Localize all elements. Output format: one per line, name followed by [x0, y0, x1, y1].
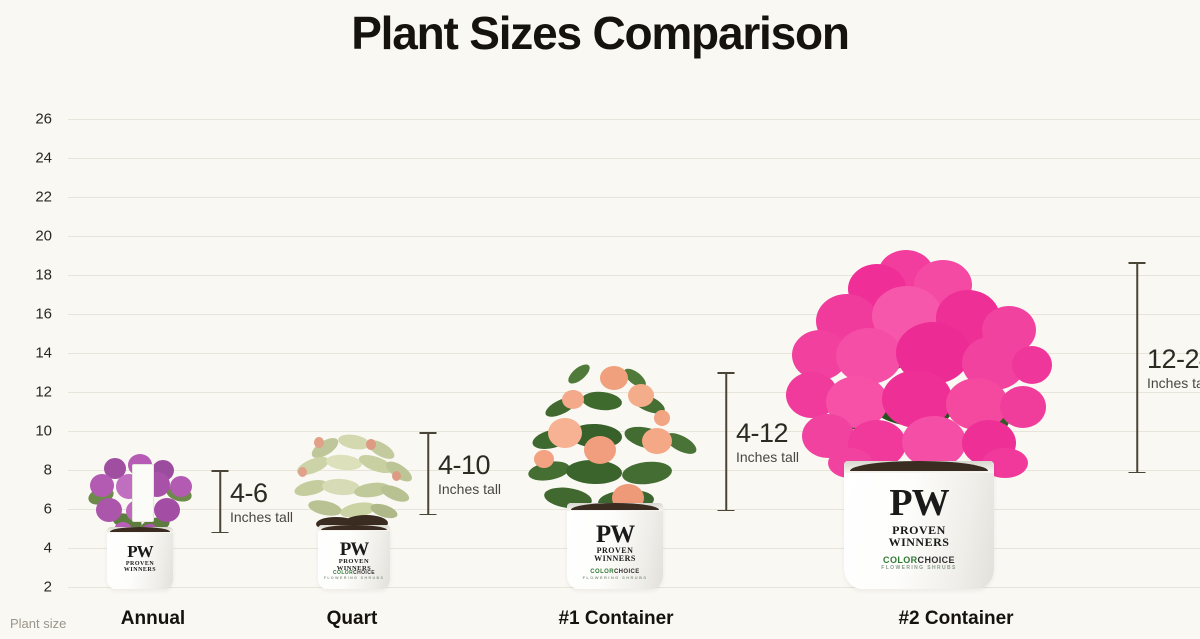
- pw-line2: WINNERS: [336, 564, 372, 572]
- measure-container-1: 4-12 Inches tall: [717, 372, 799, 511]
- plant-container-2: PW PROVEN WINNERS COLORCHOICE FLOWERING …: [786, 250, 1052, 589]
- pw-line2: WINNERS: [888, 535, 950, 550]
- pw-brand: PW: [339, 539, 370, 561]
- cc-tagline: FLOWERING SHRUBS: [323, 576, 385, 581]
- pot-container-2: PW PROVEN WINNERS COLORCHOICE FLOWERING …: [844, 461, 994, 589]
- y-axis-tick: 10: [35, 422, 52, 440]
- pot-soil: [109, 527, 171, 532]
- color-choice-logo: COLORCHOICE FLOWERING SHRUBS: [567, 569, 663, 580]
- y-axis-tick: 12: [35, 383, 52, 401]
- cc-tagline: FLOWERING SHRUBS: [881, 565, 957, 572]
- color-choice-logo: COLORCHOICE FLOWERING SHRUBS: [318, 570, 390, 580]
- gridline: [68, 314, 1200, 315]
- pw-brand: PW: [127, 542, 153, 562]
- y-axis-tick: 24: [35, 149, 52, 167]
- y-axis-tick: 20: [35, 227, 52, 245]
- measure-quart: 4-10 Inches tall: [419, 432, 501, 515]
- pw-brand: PW: [595, 520, 635, 548]
- y-axis-tick: 2: [43, 578, 52, 596]
- measure-annual: 4-6 Inches tall: [211, 470, 293, 533]
- measure-cap-bottom: [419, 513, 437, 515]
- cc-color: COLOR: [333, 570, 354, 577]
- measure-cap-bottom: [211, 531, 229, 533]
- measure-unit: Inches tall: [438, 480, 502, 497]
- measure-stem: [725, 372, 727, 511]
- pw-line1: PROVEN: [892, 523, 946, 538]
- pot-soil: [850, 461, 988, 472]
- cc-tagline: FLOWERING SHRUBS: [582, 575, 648, 581]
- pot-quart: PW PROVEN WINNERS COLORCHOICE FLOWERING …: [318, 525, 390, 589]
- pot-container-1: PW PROVEN WINNERS COLORCHOICE FLOWERING …: [567, 503, 663, 589]
- measure-range: 12-24: [1147, 343, 1200, 374]
- gridline: [68, 158, 1200, 159]
- measure-cap-top: [211, 470, 229, 472]
- page-title: Plant Sizes Comparison: [351, 7, 850, 59]
- plant-container-1: PW PROVEN WINNERS COLORCHOICE FLOWERING …: [526, 361, 704, 589]
- measure-stem: [1136, 262, 1138, 473]
- y-axis-tick: 18: [35, 266, 52, 284]
- gridline: [68, 197, 1200, 198]
- gridline: [68, 119, 1200, 120]
- pw-brand: PW: [889, 482, 949, 525]
- y-axis-tick: 22: [35, 188, 52, 206]
- measure-label-container-2: 12-24 Inches tall: [1147, 343, 1200, 391]
- pw-logo: PW PROVEN WINNERS: [318, 540, 390, 572]
- y-axis-tick: 6: [43, 500, 52, 518]
- color-choice-logo: COLORCHOICE FLOWERING SHRUBS: [844, 555, 994, 571]
- y-axis-tick: 16: [35, 305, 52, 323]
- pw-line2: WINNERS: [594, 553, 636, 563]
- pw-logo: PW PROVEN WINNERS: [844, 484, 994, 548]
- y-axis-tick: 14: [35, 344, 52, 362]
- measure-range: 4-6: [230, 477, 268, 508]
- x-axis-tick-annual: Annual: [120, 608, 186, 629]
- plant-annual: PW PROVEN WINNERS: [82, 452, 198, 589]
- measure-stem: [219, 470, 221, 533]
- pw-logo: PW PROVEN WINNERS: [567, 522, 663, 563]
- measure-range: 4-12: [736, 417, 789, 448]
- measure-range: 4-10: [438, 449, 491, 480]
- measure-cap-bottom: [1128, 471, 1146, 473]
- gridline: [68, 236, 1200, 237]
- measure-label-quart: 4-10 Inches tall: [438, 449, 502, 497]
- pw-logo: PW PROVEN WINNERS: [107, 543, 173, 573]
- container1-foliage: [526, 361, 704, 516]
- quart-foliage: [292, 432, 416, 531]
- y-axis-tick: 26: [35, 110, 52, 128]
- pw-line1: PROVEN: [125, 561, 155, 568]
- measure-label-annual: 4-6 Inches tall: [230, 477, 294, 525]
- measure-unit: Inches tall: [1147, 374, 1200, 391]
- measure-stem: [427, 432, 429, 515]
- cc-color: COLOR: [883, 555, 918, 566]
- pw-line1: PROVEN: [596, 545, 634, 555]
- measure-unit: Inches tall: [736, 448, 800, 465]
- x-axis-tick-quart: Quart: [326, 608, 378, 629]
- pot-soil: [320, 525, 388, 531]
- measure-cap-top: [419, 432, 437, 434]
- cc-choice: CHOICE: [613, 569, 640, 576]
- pw-line2: WINNERS: [123, 567, 157, 574]
- cc-choice: CHOICE: [917, 555, 955, 566]
- measure-cap-top: [1128, 262, 1146, 264]
- container2-foliage: [786, 250, 1052, 478]
- measure-cap-top: [717, 372, 735, 374]
- cc-color: COLOR: [590, 569, 614, 576]
- x-axis-tick-container-2: #2 Container: [898, 608, 1014, 629]
- gridline: [68, 353, 1200, 354]
- measure-cap-bottom: [717, 509, 735, 511]
- pot-annual: PW PROVEN WINNERS: [107, 527, 173, 589]
- gridline: [68, 275, 1200, 276]
- y-axis-tick: 4: [43, 539, 52, 557]
- x-axis-tick-container-1: #1 Container: [558, 608, 674, 629]
- plant-tag: [132, 464, 154, 522]
- pot-soil: [570, 503, 660, 510]
- pw-line1: PROVEN: [338, 558, 370, 566]
- y-axis-tick: 8: [43, 461, 52, 479]
- x-axis-caption: Plant size: [10, 616, 67, 631]
- plant-quart: PW PROVEN WINNERS COLORCHOICE FLOWERING …: [292, 432, 416, 589]
- measure-unit: Inches tall: [230, 508, 294, 525]
- measure-label-container-1: 4-12 Inches tall: [736, 417, 800, 465]
- cc-choice: CHOICE: [353, 570, 375, 577]
- measure-container-2: 12-24 Inches tall: [1128, 262, 1200, 473]
